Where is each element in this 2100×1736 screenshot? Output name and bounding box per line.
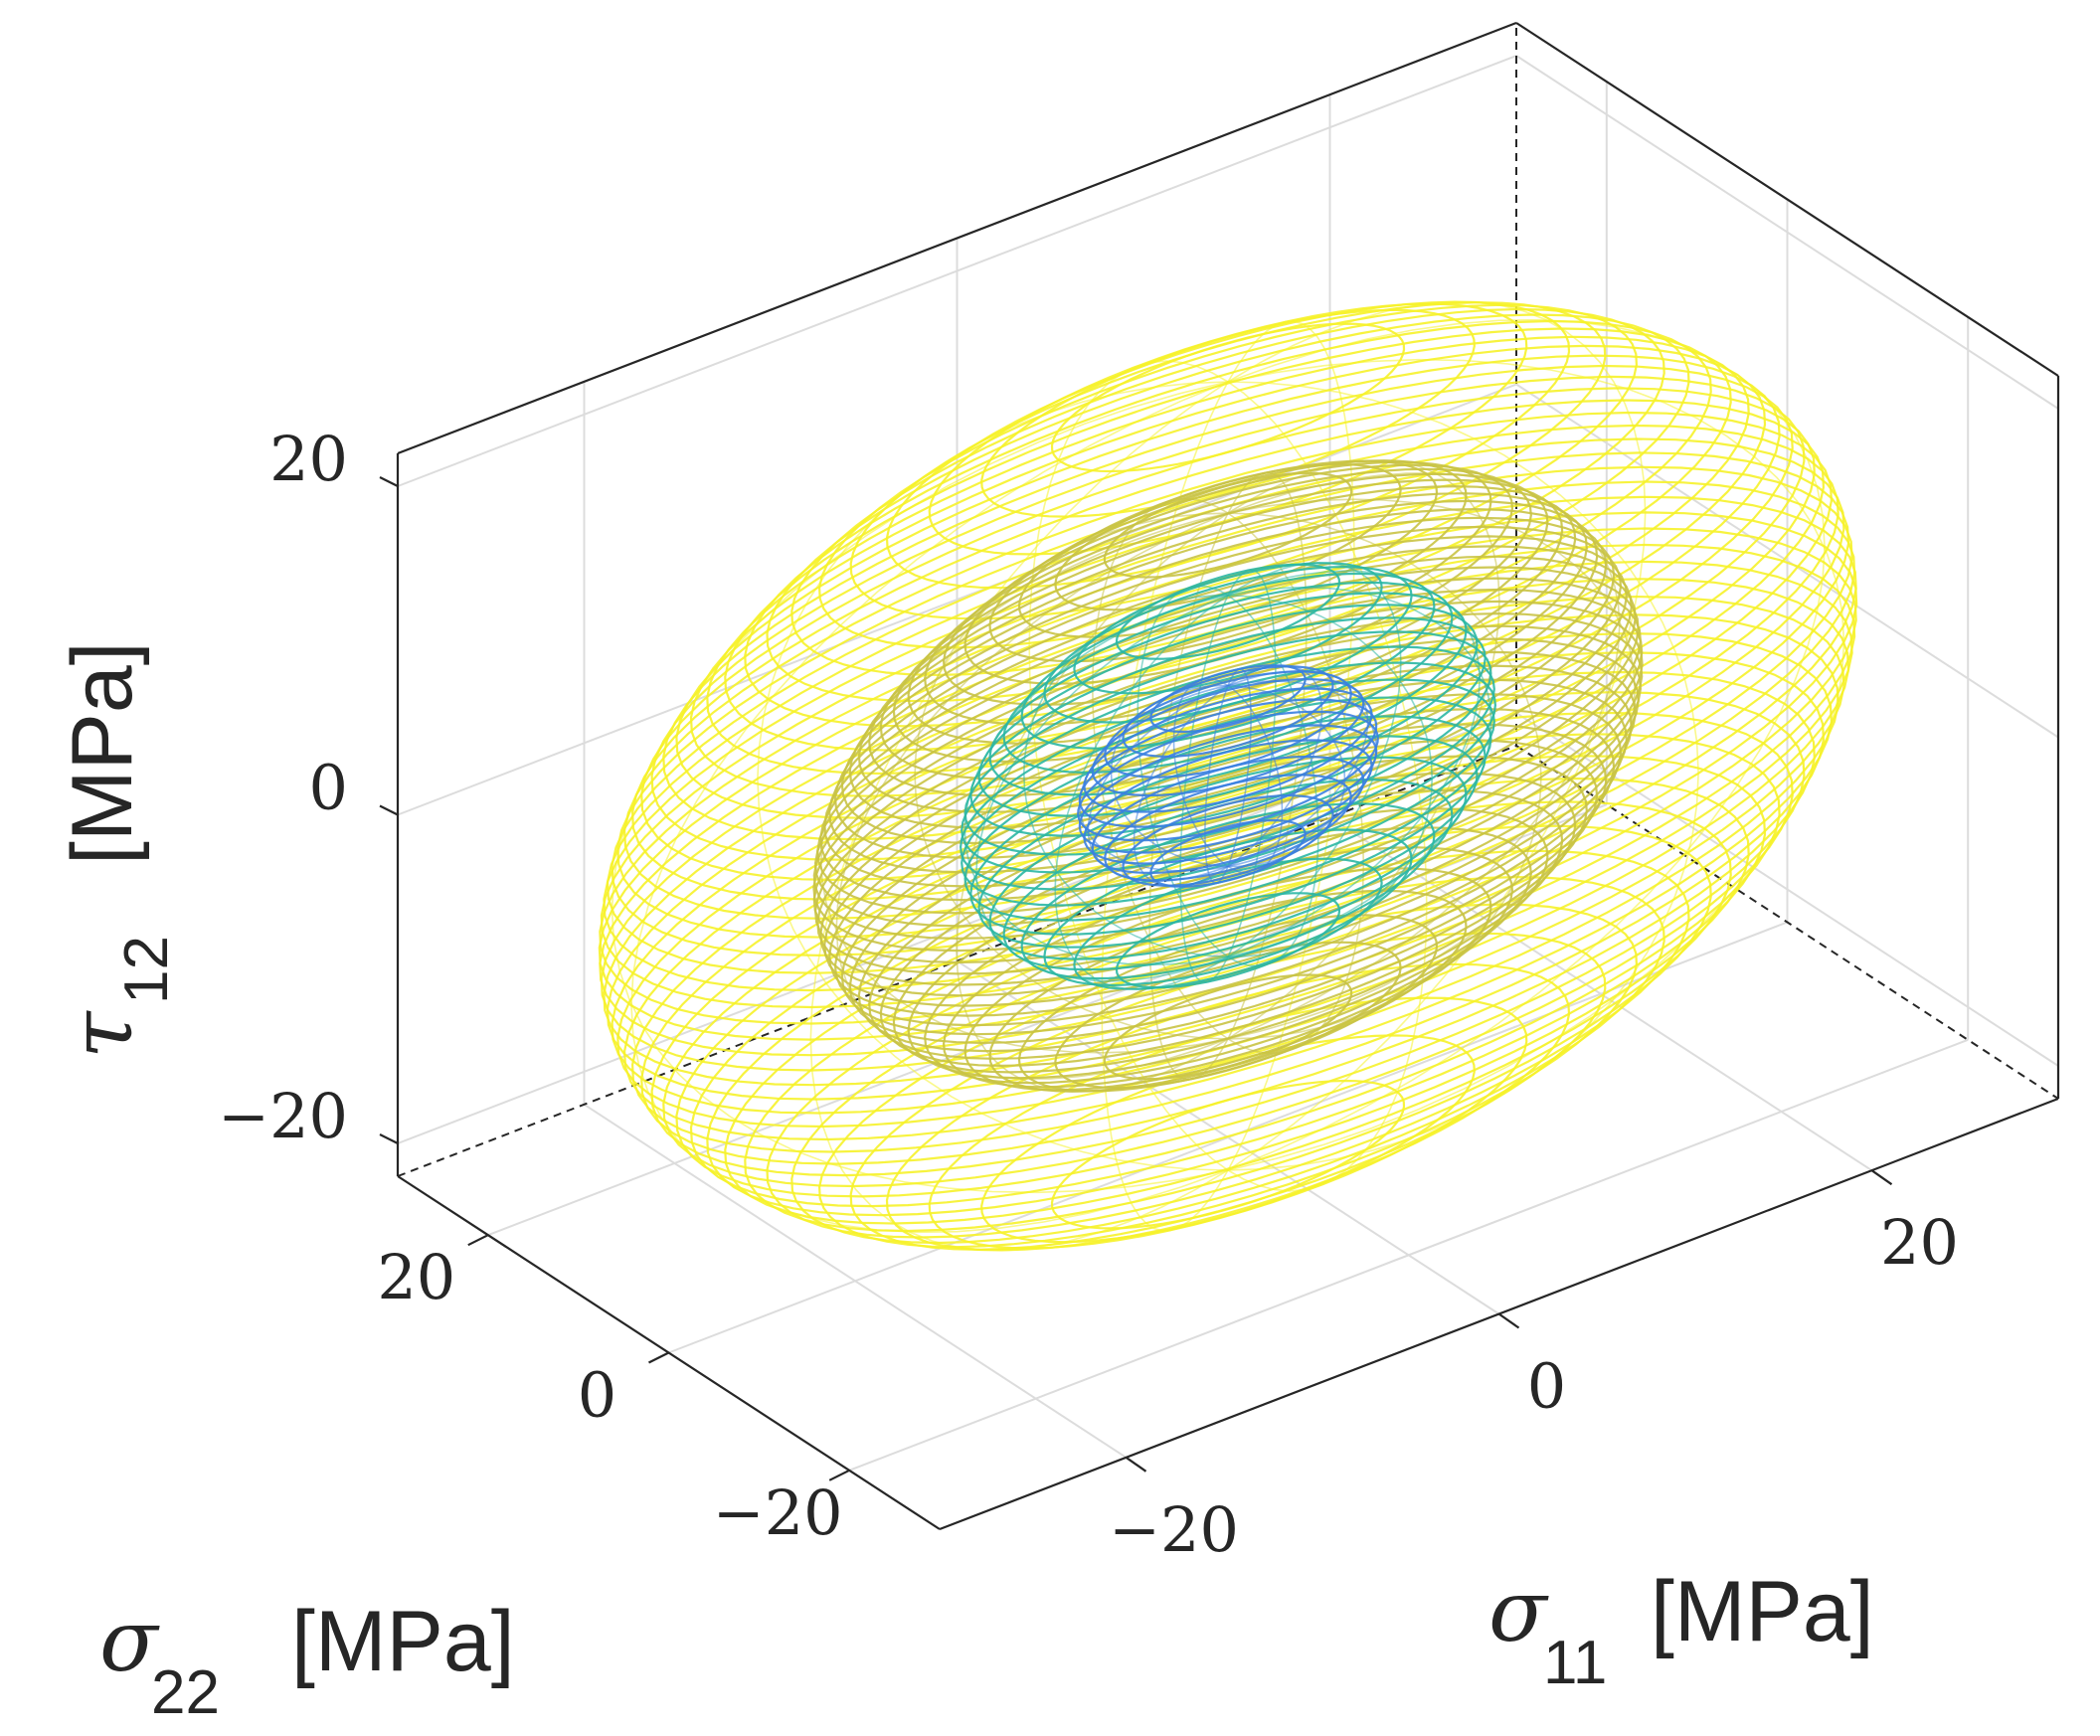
wireframe-meridian bbox=[1079, 684, 1229, 872]
x-tick-label: 0 bbox=[1527, 1350, 1566, 1423]
y-axis-label-symbol: σ bbox=[99, 1592, 160, 1691]
wireframe-meridian bbox=[1227, 684, 1284, 874]
tick-labels: −20 0 20 −20 0 20 −20 0 20 bbox=[218, 423, 1959, 1566]
wireframe-meridian bbox=[809, 381, 1229, 1251]
axes-edge bbox=[1515, 745, 2059, 1100]
wireframe-meridian bbox=[1227, 459, 1500, 1040]
wireframe-meridian bbox=[820, 512, 1229, 1054]
wireframe-meridian bbox=[1227, 301, 1647, 1171]
z-tick bbox=[379, 476, 399, 487]
y-axis-label-subscript: 22 bbox=[151, 1658, 220, 1727]
wireframe-meridian bbox=[1022, 595, 1229, 958]
wireframe-meridian bbox=[1227, 664, 1323, 868]
wireframe-ring bbox=[706, 335, 1750, 776]
z-tick bbox=[379, 804, 399, 816]
x-tick-label: 20 bbox=[1880, 1206, 1959, 1279]
wireframe-meridian bbox=[1227, 358, 1845, 1171]
wireframe-meridian bbox=[611, 381, 1229, 1194]
wireframe-meridian bbox=[1227, 684, 1346, 868]
grid-line bbox=[1515, 712, 2059, 1067]
wireframe-meridian bbox=[956, 512, 1229, 1093]
wireframe-meridian bbox=[1227, 680, 1377, 868]
wireframe-meridian bbox=[757, 381, 1229, 1171]
wireframe-meridian bbox=[630, 381, 1229, 1234]
wireframe-ring bbox=[650, 691, 1806, 1177]
grid-line bbox=[397, 55, 1517, 487]
ellipsoid-series-2 bbox=[812, 459, 1644, 1093]
wireframe-meridian bbox=[1227, 667, 1252, 867]
wireframe-meridian bbox=[975, 595, 1229, 982]
y-axis-label-unit: [MPa] bbox=[291, 1594, 515, 1689]
wireframe-meridian bbox=[1179, 595, 1229, 983]
wireframe-meridian bbox=[1054, 595, 1229, 990]
wireframe-meridian bbox=[1227, 512, 1542, 1040]
x-tick bbox=[1870, 1169, 1893, 1186]
grid-line bbox=[848, 1038, 1969, 1472]
wireframe-meridian bbox=[1227, 562, 1402, 957]
y-tick-label: 20 bbox=[377, 1241, 455, 1313]
z-tick-label: 20 bbox=[269, 423, 348, 495]
wireframe-meridian bbox=[1227, 570, 1481, 958]
wireframe-meridian bbox=[1172, 678, 1229, 868]
y-tick bbox=[648, 1351, 669, 1364]
y-tick-label: 0 bbox=[578, 1359, 616, 1432]
y-tick-label: −20 bbox=[713, 1476, 843, 1549]
wireframe-meridian bbox=[1227, 586, 1492, 958]
wireframe-meridian bbox=[963, 595, 1229, 966]
x-axis-label-subscript: 11 bbox=[1543, 1629, 1607, 1697]
axes-edge bbox=[1515, 22, 2059, 377]
z-tick bbox=[379, 1133, 399, 1144]
wireframe-meridian bbox=[1227, 569, 1277, 957]
surface-wireframes bbox=[598, 300, 1858, 1252]
x-tick bbox=[1497, 1312, 1520, 1329]
z-axis-label-symbol: τ bbox=[53, 1010, 152, 1059]
z-axis-label-unit: [MPa] bbox=[55, 641, 150, 865]
wireframe-meridian bbox=[1227, 318, 1826, 1171]
wireframe-meridian bbox=[1227, 595, 1434, 958]
axes-edge bbox=[397, 21, 1517, 455]
wireframe-meridian bbox=[1133, 684, 1229, 888]
wireframe-meridian bbox=[835, 512, 1229, 1080]
y-tick bbox=[467, 1234, 489, 1247]
wireframe-meridian bbox=[1227, 472, 1621, 1040]
z-tick-label: 0 bbox=[309, 752, 348, 824]
x-axis-label-unit: [MPa] bbox=[1651, 1564, 1874, 1659]
grid-line bbox=[1515, 55, 2059, 410]
y-tick bbox=[828, 1469, 850, 1481]
wireframe-meridian bbox=[1227, 498, 1636, 1040]
grid-line bbox=[397, 383, 1517, 816]
ellipsoid-series-1 bbox=[598, 300, 1858, 1252]
x-axis-label-symbol: σ bbox=[1488, 1562, 1549, 1661]
z-tick-label: −20 bbox=[218, 1080, 348, 1152]
wireframe-meridian bbox=[914, 512, 1229, 1040]
wireframe-meridian bbox=[1227, 669, 1369, 868]
axes-front-edges bbox=[379, 453, 2059, 1531]
grid-line bbox=[1515, 383, 2059, 739]
x-tick bbox=[1125, 1456, 1147, 1473]
wireframe-meridian bbox=[1227, 381, 1699, 1171]
wireframe-meridian bbox=[1087, 684, 1229, 883]
x-tick-label: −20 bbox=[1109, 1493, 1239, 1566]
z-axis-label-subscript: 12 bbox=[112, 936, 181, 1004]
wireframe-meridian bbox=[1204, 685, 1229, 885]
ellipsoid-series-4 bbox=[1077, 664, 1379, 888]
